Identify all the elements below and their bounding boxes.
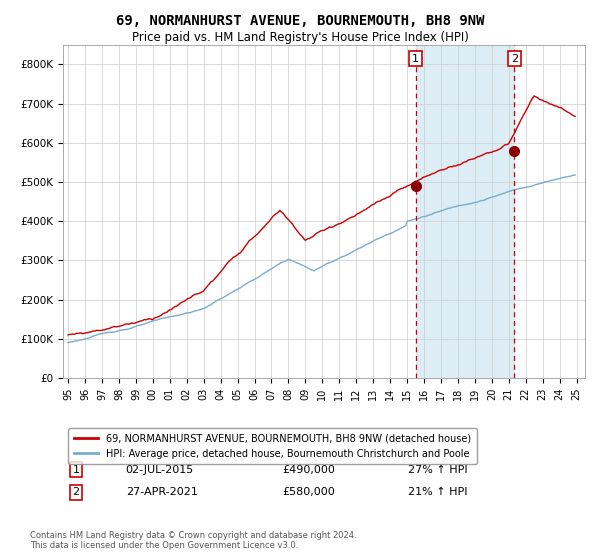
Text: 2: 2 [73, 487, 80, 497]
Text: 1: 1 [412, 54, 419, 63]
Text: 21% ↑ HPI: 21% ↑ HPI [407, 487, 467, 497]
Bar [416, 45, 514, 378]
Text: 2: 2 [511, 54, 518, 63]
Text: £490,000: £490,000 [282, 465, 335, 475]
Legend: 69, NORMANHURST AVENUE, BOURNEMOUTH, BH8 9NW (detached house), HPI: Average pric: 69, NORMANHURST AVENUE, BOURNEMOUTH, BH8… [68, 428, 477, 464]
Text: 27% ↑ HPI: 27% ↑ HPI [407, 465, 467, 475]
Text: Price paid vs. HM Land Registry's House Price Index (HPI): Price paid vs. HM Land Registry's House … [131, 31, 469, 44]
Text: 02-JUL-2015: 02-JUL-2015 [125, 465, 194, 475]
Text: £580,000: £580,000 [282, 487, 335, 497]
Text: 1: 1 [73, 465, 80, 475]
Text: 69, NORMANHURST AVENUE, BOURNEMOUTH, BH8 9NW: 69, NORMANHURST AVENUE, BOURNEMOUTH, BH8… [116, 14, 484, 28]
Text: 27-APR-2021: 27-APR-2021 [125, 487, 197, 497]
Text: Contains HM Land Registry data © Crown copyright and database right 2024.
This d: Contains HM Land Registry data © Crown c… [30, 530, 356, 550]
